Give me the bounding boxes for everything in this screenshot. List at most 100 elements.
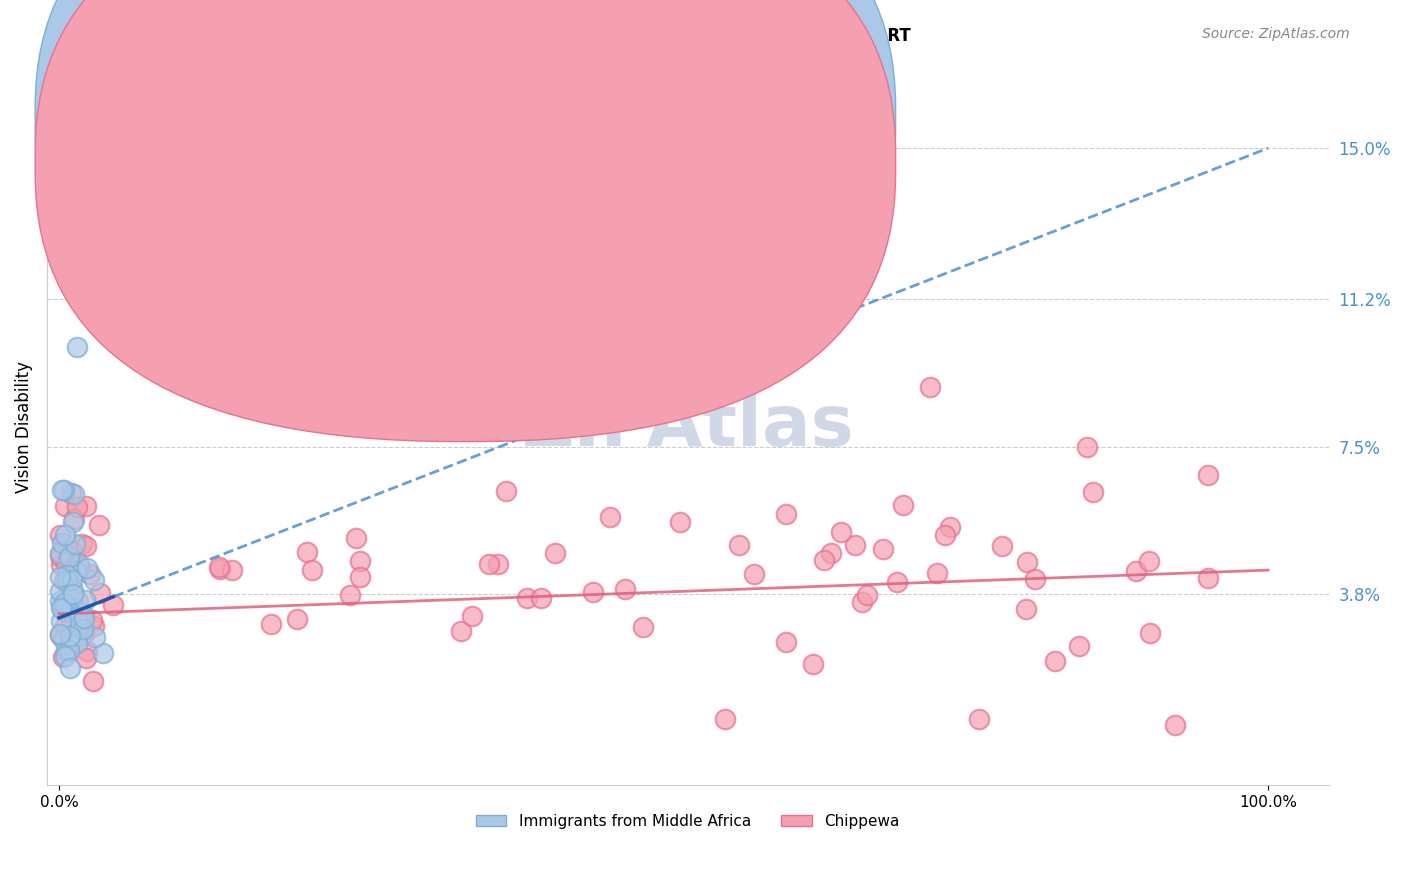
Text: 95: 95 — [598, 161, 620, 178]
Point — [63, 486, 86, 500]
Point — [530, 591, 553, 605]
Point — [1197, 467, 1219, 482]
Point — [66, 636, 89, 650]
Point — [69, 619, 91, 633]
Point — [1024, 573, 1046, 587]
Point — [1164, 718, 1187, 732]
Point — [63, 549, 86, 563]
Point — [891, 498, 914, 512]
Point — [103, 599, 125, 613]
Point — [55, 643, 77, 657]
Point — [51, 483, 73, 497]
Point — [75, 500, 97, 514]
Point — [73, 593, 96, 607]
Point — [1125, 564, 1147, 578]
Point — [69, 629, 91, 643]
Point — [79, 566, 101, 581]
Point — [89, 585, 111, 599]
Point — [844, 538, 866, 552]
Point — [856, 588, 879, 602]
Point — [742, 566, 765, 581]
Point — [1015, 602, 1038, 616]
Point — [53, 648, 76, 663]
Point — [82, 673, 104, 688]
Point — [49, 600, 72, 615]
Point — [72, 623, 94, 637]
Point — [51, 536, 73, 550]
Point — [1139, 625, 1161, 640]
Point — [1139, 554, 1161, 568]
Point — [70, 537, 93, 551]
Point — [349, 554, 371, 568]
Point — [49, 549, 72, 563]
Point — [76, 560, 98, 574]
Point — [49, 546, 72, 560]
Point — [51, 558, 73, 573]
Point — [886, 575, 908, 590]
Point — [72, 607, 94, 621]
Point — [53, 604, 76, 618]
Point — [89, 518, 111, 533]
Point — [67, 594, 90, 608]
Point — [495, 483, 517, 498]
Point — [49, 626, 72, 640]
Point — [52, 650, 75, 665]
Point — [51, 598, 73, 612]
Point — [209, 562, 232, 576]
Point — [84, 630, 107, 644]
Point — [918, 380, 941, 394]
Point — [83, 573, 105, 587]
Point — [349, 570, 371, 584]
Point — [53, 605, 76, 619]
Point — [925, 566, 948, 581]
Point — [544, 546, 567, 560]
Text: N =: N = — [569, 161, 606, 178]
Point — [93, 646, 115, 660]
Point — [872, 541, 894, 556]
Point — [516, 591, 538, 606]
Point — [62, 587, 84, 601]
Point — [851, 595, 873, 609]
Text: Source: ZipAtlas.com: Source: ZipAtlas.com — [1202, 27, 1350, 41]
Point — [775, 507, 797, 521]
Point — [1197, 571, 1219, 585]
Point — [934, 527, 956, 541]
Point — [62, 515, 84, 529]
Point — [221, 563, 243, 577]
Point — [49, 528, 72, 542]
Point — [83, 619, 105, 633]
Point — [66, 500, 89, 515]
Point — [75, 539, 97, 553]
Point — [53, 596, 76, 610]
Point — [51, 601, 73, 615]
Point — [73, 611, 96, 625]
Y-axis label: Vision Disability: Vision Disability — [15, 360, 32, 492]
Point — [344, 532, 367, 546]
Point — [69, 560, 91, 574]
Point — [55, 558, 77, 572]
Point — [52, 632, 75, 646]
Point — [60, 573, 83, 587]
Point — [58, 643, 80, 657]
Point — [599, 509, 621, 524]
Point — [991, 539, 1014, 553]
Point — [820, 545, 842, 559]
Point — [803, 657, 825, 671]
Point — [669, 515, 692, 529]
Point — [53, 483, 76, 497]
Point — [1043, 654, 1066, 668]
Point — [301, 563, 323, 577]
Point — [76, 644, 98, 658]
Text: 0.255: 0.255 — [513, 161, 565, 178]
Point — [53, 527, 76, 541]
Point — [1076, 440, 1098, 454]
Point — [53, 602, 76, 616]
Point — [478, 557, 501, 571]
Point — [339, 588, 361, 602]
Point — [58, 550, 80, 565]
Point — [67, 557, 90, 571]
Point — [60, 486, 83, 500]
Point — [1067, 639, 1090, 653]
Point — [207, 560, 229, 574]
Point — [714, 712, 737, 726]
